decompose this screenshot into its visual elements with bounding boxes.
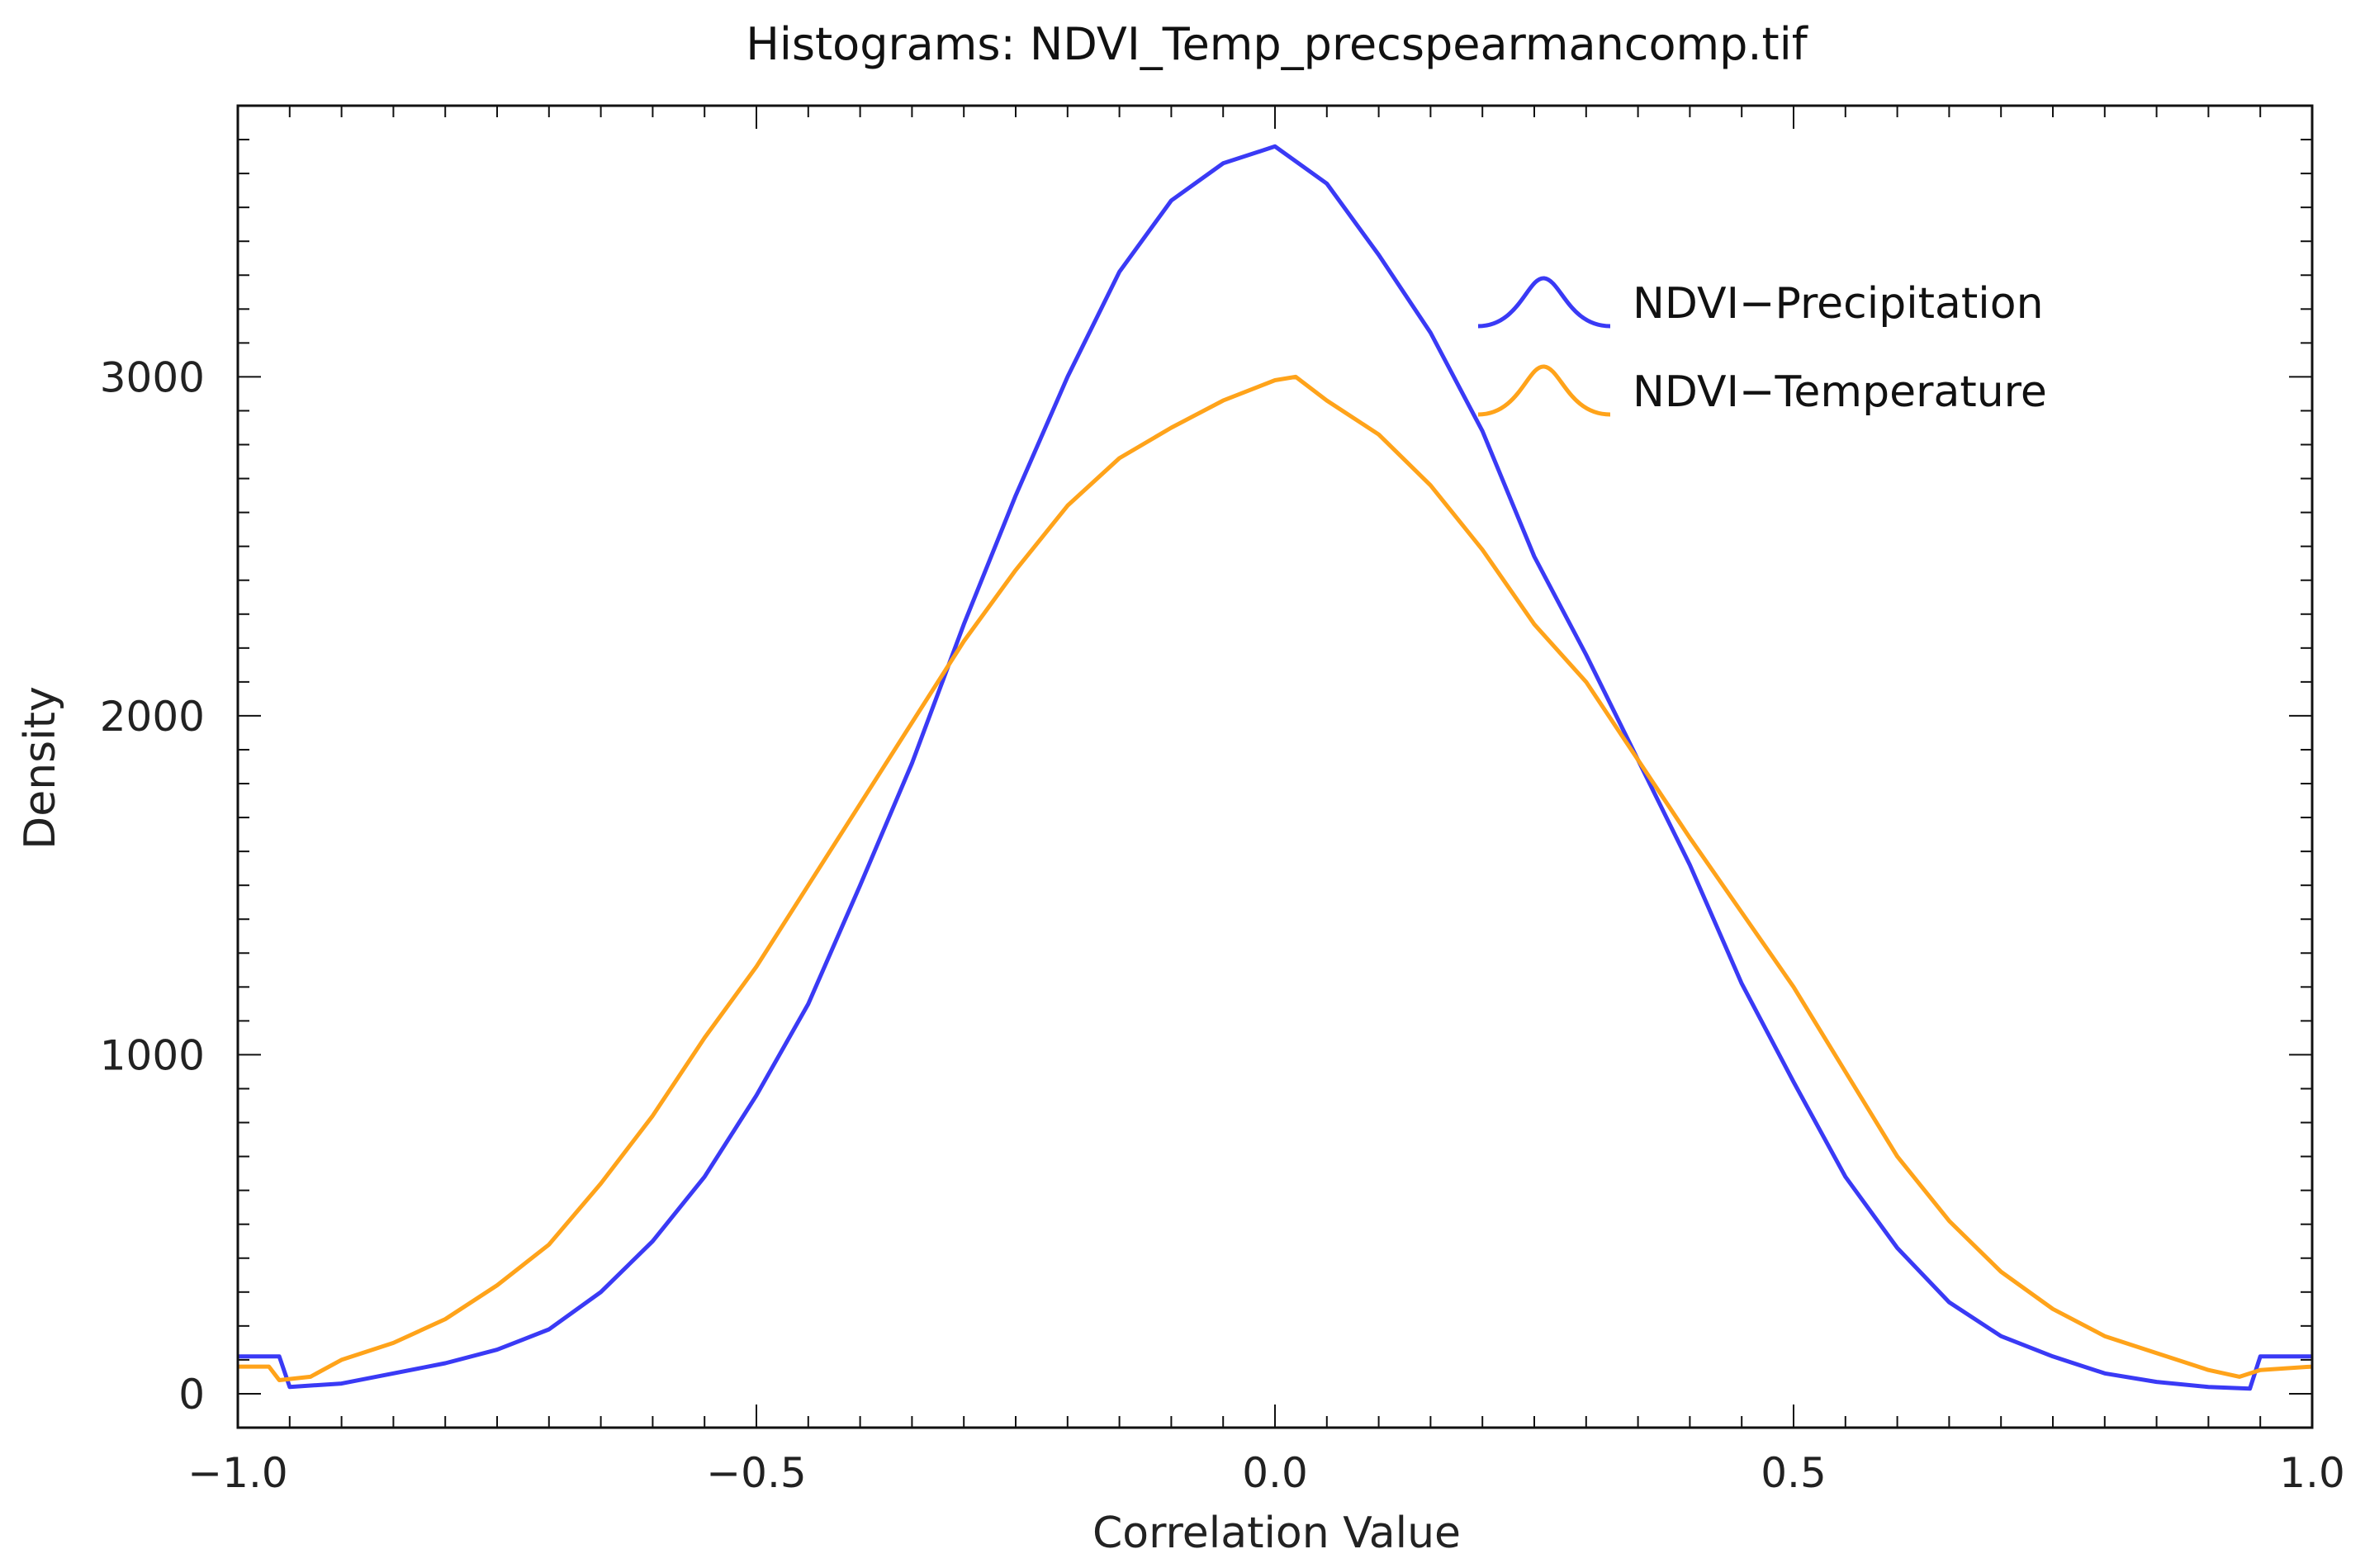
x-tick-label: −1.0 bbox=[187, 1449, 287, 1497]
series-line-ndvi-temperature bbox=[238, 374, 2313, 1382]
plot-frame bbox=[236, 104, 2314, 1429]
series-line-ndvi-precipitation bbox=[238, 144, 2312, 1391]
legend-label: NDVI−Precipitation bbox=[1633, 279, 2044, 329]
y-tick-label: 1000 bbox=[100, 1031, 205, 1079]
y-tick-label: 3000 bbox=[100, 353, 205, 401]
y-tick-label: 0 bbox=[178, 1371, 205, 1419]
x-tick-label: 1.0 bbox=[2279, 1449, 2345, 1497]
series-lines bbox=[238, 144, 2313, 1391]
x-tick-labels: −1.0 −0.5 0.0 0.5 1.0 bbox=[187, 1449, 2344, 1497]
y-axis-label: Density bbox=[16, 686, 65, 850]
legend: NDVI−Precipitation NDVI−Temperature bbox=[1477, 276, 2047, 417]
x-tick-label: 0.0 bbox=[1242, 1449, 1308, 1497]
legend-swatch bbox=[1477, 276, 1611, 329]
x-tick-label: 0.5 bbox=[1761, 1449, 1827, 1497]
tick-marks bbox=[237, 106, 2313, 1428]
y-tick-labels: 0 1000 2000 3000 bbox=[100, 353, 205, 1419]
legend-swatch bbox=[1477, 364, 1611, 417]
legend-label: NDVI−Temperature bbox=[1633, 367, 2047, 417]
x-tick-label: −0.5 bbox=[706, 1449, 806, 1497]
x-axis-label: Correlation Value bbox=[1092, 1509, 1461, 1558]
chart-title: Histograms: NDVI_Temp_precspearmancomp.t… bbox=[746, 18, 1808, 70]
y-tick-label: 2000 bbox=[100, 693, 205, 741]
